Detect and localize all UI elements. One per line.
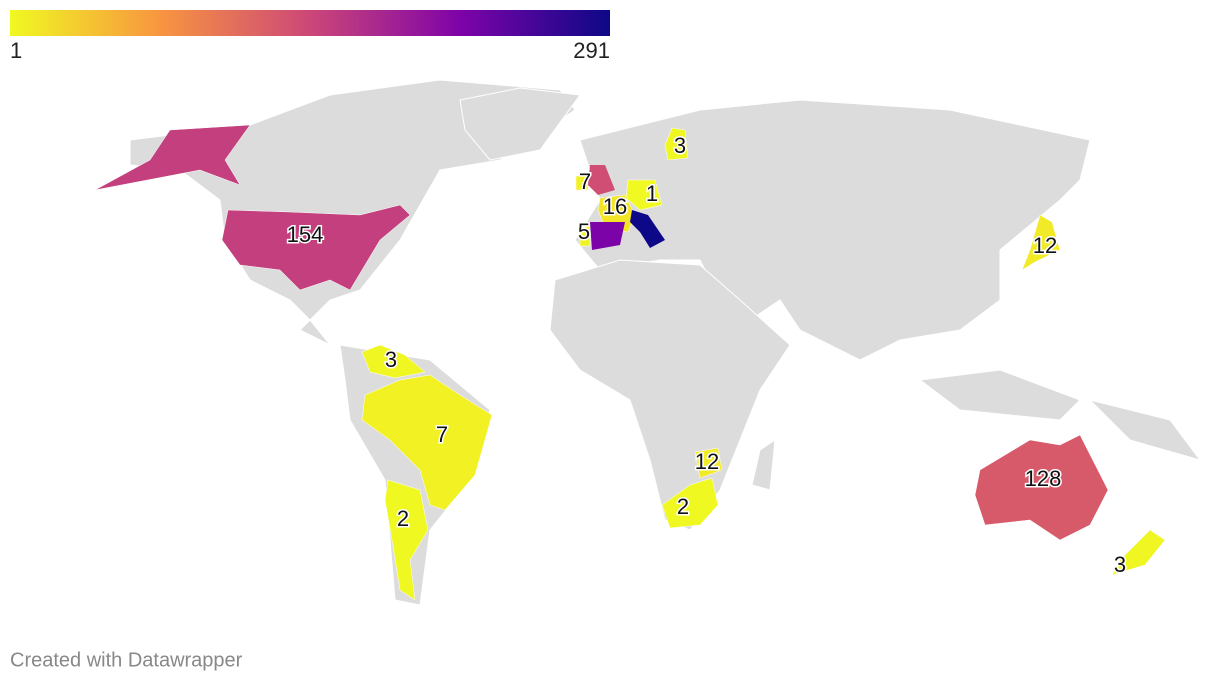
region [590, 222, 625, 250]
region-label: 12 [695, 449, 719, 474]
region-label: 16 [603, 194, 627, 219]
region [384, 479, 429, 601]
region-label: 3 [385, 347, 397, 372]
region [630, 210, 665, 248]
region-label: 7 [579, 169, 591, 194]
region [575, 173, 589, 191]
region [361, 374, 493, 511]
region [94, 124, 251, 191]
region [1021, 214, 1061, 271]
region [361, 344, 426, 379]
region [664, 127, 689, 161]
region [694, 447, 723, 479]
region [1111, 529, 1166, 576]
region [974, 434, 1109, 541]
other-regions [588, 165, 665, 250]
region [221, 204, 411, 291]
region-label: 7 [436, 422, 448, 447]
legend-max: 291 [573, 38, 610, 63]
region-label: 128 [1025, 466, 1062, 491]
region-label: 2 [677, 494, 689, 519]
region [579, 225, 591, 247]
region [661, 477, 719, 529]
region-label: 5 [578, 219, 590, 244]
legend-gradient [10, 10, 610, 36]
region [588, 165, 615, 195]
region-label: 12 [1033, 233, 1057, 258]
region-label: 1 [646, 181, 658, 206]
region-label: 154 [287, 222, 324, 247]
region-label: 2 [397, 506, 409, 531]
legend-min: 1 [10, 38, 22, 63]
region-label: 3 [1114, 552, 1126, 577]
footer: Created with Datawrapper [10, 649, 243, 671]
region-label: 3 [674, 133, 686, 158]
region [625, 179, 663, 211]
